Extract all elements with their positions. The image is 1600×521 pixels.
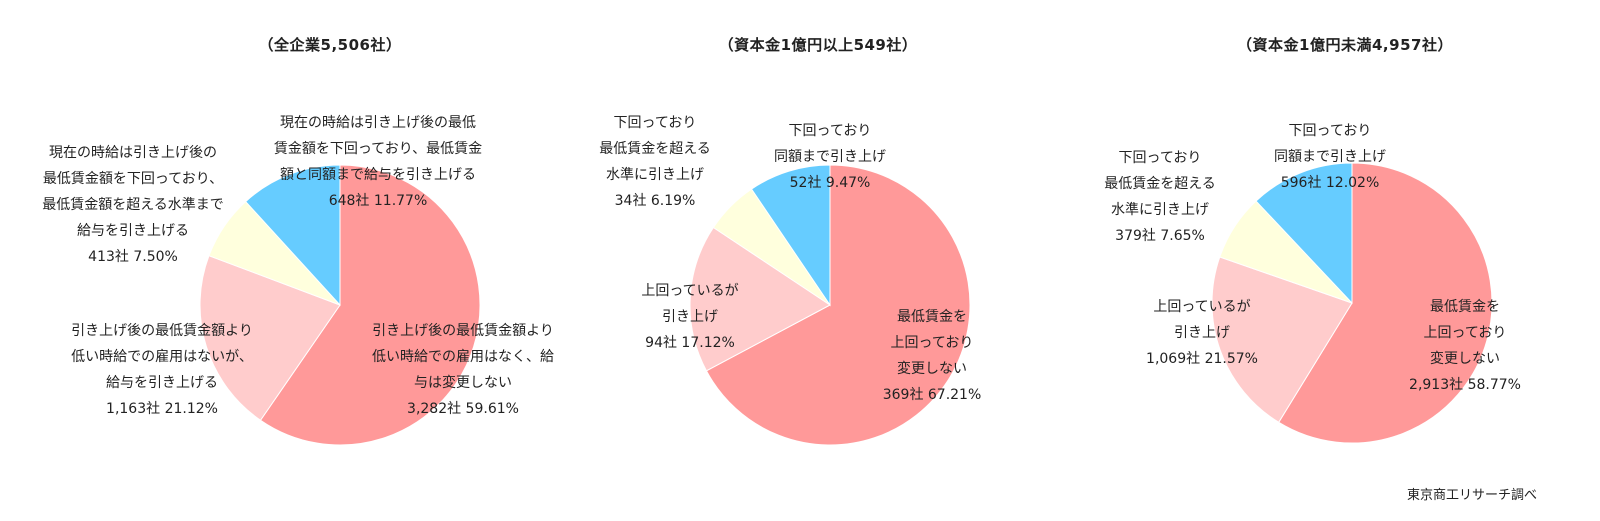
- pie-0-slice-0-label-line: 与は変更しない: [414, 375, 512, 391]
- chart-title-large: （資本金1億円以上549社）: [718, 36, 918, 54]
- pie-1-slice-1-label: 上回っているが 引き上げ 94社 17.12%: [641, 278, 738, 356]
- pie-0-slice-2-label-line: 最低賃金額を超える水準まで: [42, 197, 224, 213]
- pie-2-slice-2-label-line: 最低賃金を超える: [1104, 176, 1216, 192]
- pie-1-slice-1-label-line: 上回っているが: [641, 283, 739, 299]
- pie-2-slice-3-label: 下回っており 同額まで引き上げ 596社 12.02%: [1274, 118, 1386, 196]
- pie-1-slice-3: [750, 164, 831, 307]
- pie-0-slice-1-label-line: 1,163社 21.12%: [106, 401, 218, 417]
- pie-2-slice-1: [1211, 256, 1353, 423]
- pie-0-slice-1: [199, 255, 341, 421]
- pie-0-slice-0-label-line: 3,282社 59.61%: [407, 401, 519, 417]
- pie-2-slice-1-label-line: 上回っているが: [1153, 299, 1251, 315]
- pie-2-slice-3-label-line: 同額まで引き上げ: [1274, 149, 1386, 165]
- pie-2-slice-2-label: 下回っており 最低賃金を超える 水準に引き上げ 379社 7.65%: [1104, 145, 1216, 249]
- pie-0-slice-2-label-line: 最低賃金額を下回っており、: [42, 171, 224, 187]
- pie-2-slice-1-label: 上回っているが 引き上げ 1,069社 21.57%: [1146, 294, 1258, 372]
- chart-title-small: （資本金1億円未満4,957社）: [1237, 36, 1453, 54]
- pie-0-slice-0: [259, 164, 481, 446]
- pie-0-slice-2-label-line: 給与を引き上げる: [77, 223, 189, 239]
- pie-1-slice-0-label-line: 上回っており: [890, 335, 974, 351]
- pie-2-slice-2-label-line: 下回っており: [1118, 150, 1202, 166]
- pie-1-slice-2-label-line: 34社 6.19%: [614, 193, 696, 209]
- pie-0-slice-1-label-line: 低い時給での雇用はないが、: [71, 349, 253, 365]
- pie-0-slice-3-label-line: 648社 11.77%: [328, 193, 428, 209]
- pie-2-slice-2-label-line: 379社 7.65%: [1115, 228, 1205, 244]
- pie-1-slice-2-label-line: 最低賃金を超える: [599, 141, 711, 157]
- pie-0-slice-1-label-line: 引き上げ後の最低賃金額より: [71, 323, 253, 339]
- pie-2-slice-0-label-line: 2,913社 58.77%: [1409, 377, 1521, 393]
- pie-0-slice-0-label-line: 低い時給での雇用はなく、給: [372, 349, 554, 365]
- pie-1-slice-3-label-line: 下回っており: [788, 123, 872, 139]
- pie-1-slice-0-label: 最低賃金を上回っており 変更しない 369社 67.21%: [883, 304, 982, 408]
- pie-0-slice-3-label-line: 賃金額を下回っており、最低賃金: [273, 141, 483, 157]
- pie-1-slice-0: [705, 164, 971, 446]
- pie-0-slice-1-label: 引き上げ後の最低賃金額より 低い時給での雇用はないが、 給与を引き上げる 1,163社…: [71, 318, 253, 422]
- pie-2-slice-0-label-line: 最低賃金を: [1429, 299, 1500, 315]
- pie-2-slice-0-label-line: 変更しない: [1429, 351, 1500, 367]
- pie-1-slice-2-label-line: 水準に引き上げ: [606, 167, 704, 183]
- pie-2-slice-0-label: 最低賃金を上回っており 変更しない 2,913社 58.77%: [1409, 294, 1521, 398]
- pie-0-slice-2-label: 現在の時給は引き上げ後の 最低賃金額を下回っており、 最低賃金額を超える水準まで 給与…: [42, 140, 224, 270]
- pie-2-slice-3-label-line: 596社 12.02%: [1280, 175, 1380, 191]
- pie-0-slice-0-label-line: 引き上げ後の最低賃金額より: [372, 323, 554, 339]
- pie-0-slice-2-label-line: 413社 7.50%: [88, 249, 178, 265]
- pie-1-slice-1: [689, 226, 831, 372]
- pie-1-slice-0-label-line: 369社 67.21%: [882, 387, 982, 403]
- pie-0-slice-2-label-line: 現在の時給は引き上げ後の: [49, 145, 217, 161]
- pie-0-slice-3: [244, 164, 341, 307]
- pie-1-slice-2-label-line: 下回っており: [613, 115, 697, 131]
- source-note: 東京商工リサーチ調べ: [1406, 488, 1537, 503]
- pie-2-slice-3: [1255, 162, 1353, 305]
- pie-1-slice-0-label-line: 最低賃金を: [897, 309, 967, 325]
- pie-2-slice-0: [1278, 162, 1493, 444]
- pie-1-slice-0-label-line: 変更しない: [897, 361, 967, 377]
- pie-1-slice-3-label-line: 52社 9.47%: [789, 175, 871, 191]
- pie-0-slice-3-label-line: 額と同額まで給与を引き上げる: [279, 167, 476, 183]
- pie-1-slice-2-label: 下回っており 最低賃金を超える 水準に引き上げ 34社 6.19%: [599, 110, 711, 214]
- pie-2-slice-3-label-line: 下回っており: [1288, 123, 1372, 139]
- pie-0-slice-3-label: 現在の時給は引き上げ後の最低 賃金額を下回っており、最低賃金 額と同額まで給与を引き…: [274, 110, 482, 214]
- pie-0-slice-0-label: 引き上げ後の最低賃金額より 低い時給での雇用はなく、給 与は変更しない 3,282社 …: [372, 318, 554, 422]
- pie-0-slice-1-label-line: 給与を引き上げる: [105, 375, 218, 391]
- pie-2-slice-2-label-line: 水準に引き上げ: [1111, 202, 1209, 218]
- pie-1-slice-1-label-line: 引き上げ: [662, 309, 718, 325]
- pie-1-slice-3-label: 下回っており 同額まで引き上げ 52社 9.47%: [774, 118, 886, 196]
- pie-2-slice-1-label-line: 1,069社 21.57%: [1146, 351, 1258, 367]
- pie-2-slice-1-label-line: 引き上げ: [1173, 325, 1230, 341]
- pie-2-slice-0-label-line: 上回っており: [1423, 325, 1507, 341]
- pie-0-slice-3-label-line: 現在の時給は引き上げ後の最低: [279, 115, 476, 131]
- chart-title-all: （全企業5,506社）: [258, 36, 402, 54]
- pie-1-slice-3-label-line: 同額まで引き上げ: [774, 149, 886, 165]
- pie-1-slice-1-label-line: 94社 17.12%: [645, 335, 735, 351]
